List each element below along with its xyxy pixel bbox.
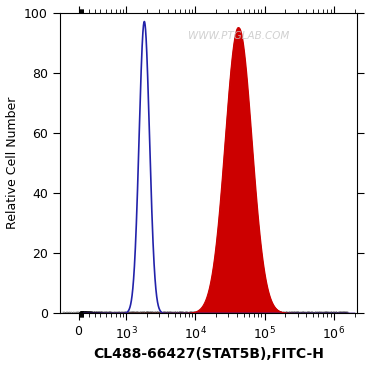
- Y-axis label: Relative Cell Number: Relative Cell Number: [6, 97, 18, 229]
- X-axis label: CL488-66427(STAT5B),FITC-H: CL488-66427(STAT5B),FITC-H: [93, 348, 324, 361]
- Text: WWW.PTGLAB.COM: WWW.PTGLAB.COM: [188, 30, 289, 41]
